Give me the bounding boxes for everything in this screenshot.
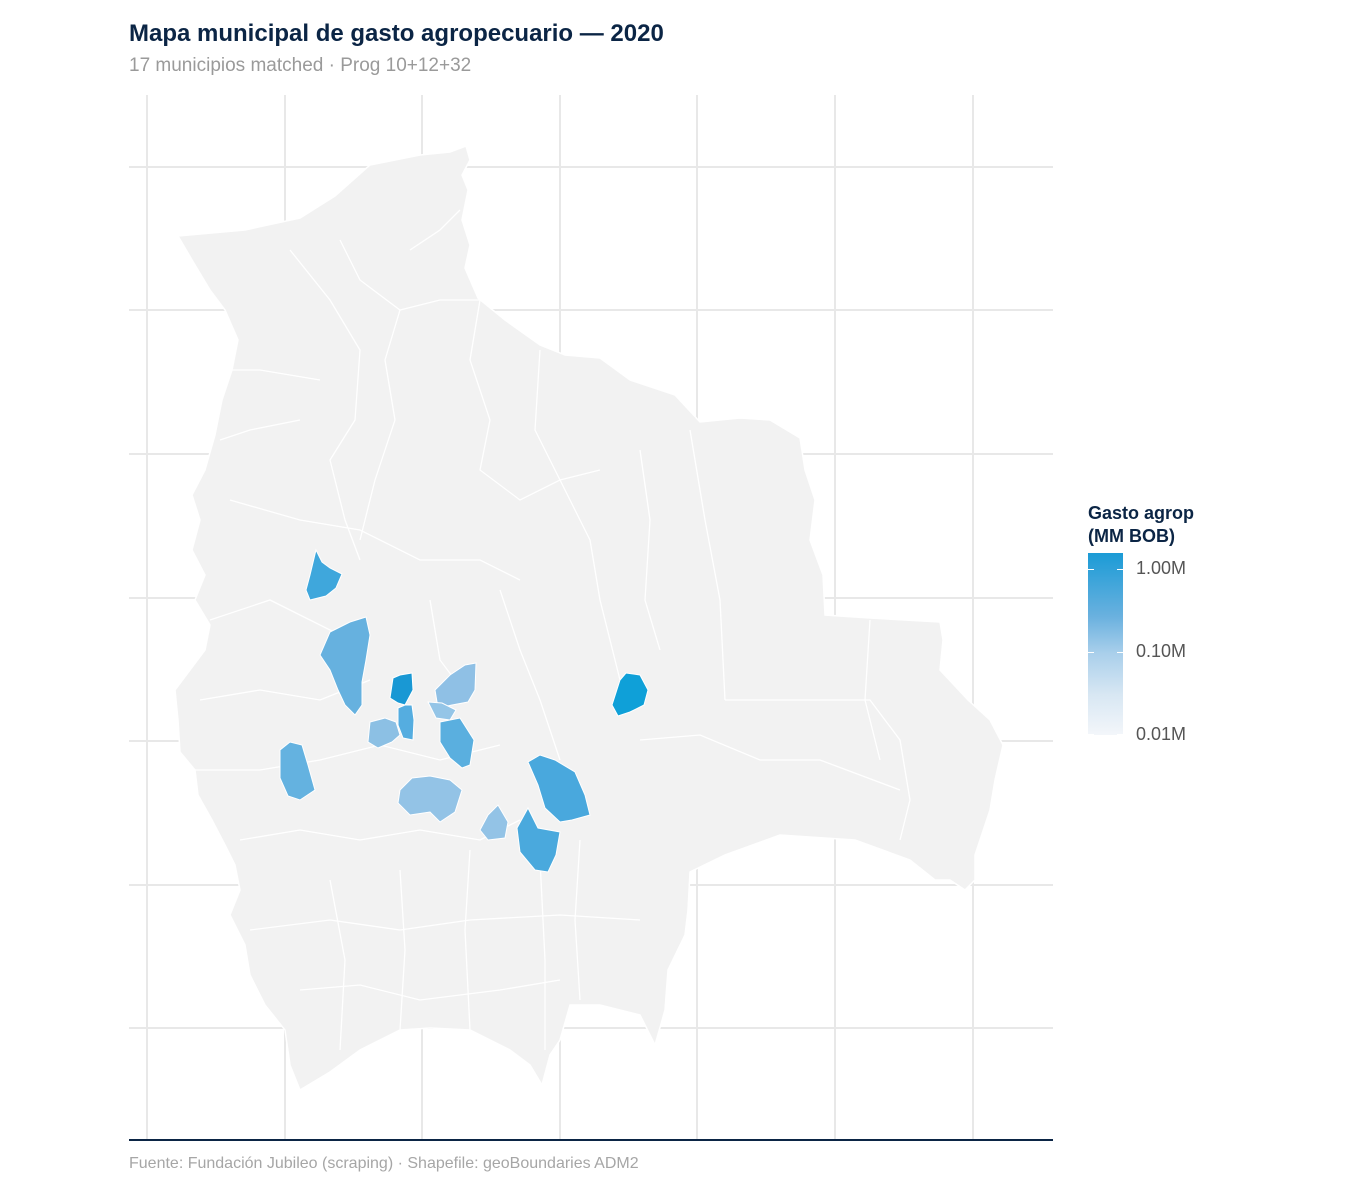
legend-tick: [1088, 734, 1094, 735]
municipality-region: [367, 717, 401, 749]
municipality-region: [527, 754, 591, 823]
legend-colorbar: [1088, 553, 1123, 735]
map-title: Mapa municipal de gasto agropecuario — 2…: [129, 20, 664, 47]
legend-tick: [1117, 652, 1123, 653]
legend-label-low: 0.01M: [1136, 724, 1187, 744]
legend-tick: [1117, 734, 1123, 735]
legend-tick: [1088, 569, 1094, 570]
legend-tick: [1088, 652, 1094, 653]
legend-title-line1: Gasto agrop: [1088, 503, 1195, 523]
legend-title: Gasto agrop (MM BOB): [1088, 502, 1194, 548]
municipality-region: [397, 775, 463, 823]
map-subtitle: 17 municipios matched · Prog 10+12+32: [129, 55, 472, 76]
legend-title-line2: (MM BOB): [1088, 526, 1175, 546]
municipality-region: [305, 548, 343, 601]
municipality-region: [516, 806, 561, 873]
map-caption: Fuente: Fundación Jubileo (scraping) · S…: [129, 1155, 639, 1172]
legend-label-mid: 0.10M: [1136, 641, 1187, 661]
municipality-region: [279, 741, 316, 801]
municipality-region: [397, 704, 415, 741]
municipality-region: [389, 672, 414, 706]
municipality-region: [439, 717, 475, 769]
municipality-region: [319, 616, 371, 716]
highlighted-municipalities: [279, 548, 649, 873]
municipality-region: [611, 672, 649, 717]
legend-label-high: 1.00M: [1136, 558, 1187, 578]
municipality-region: [427, 701, 457, 721]
legend-tick: [1117, 569, 1123, 570]
municipality-region: [479, 804, 509, 841]
country-outline: [174, 145, 1004, 1092]
